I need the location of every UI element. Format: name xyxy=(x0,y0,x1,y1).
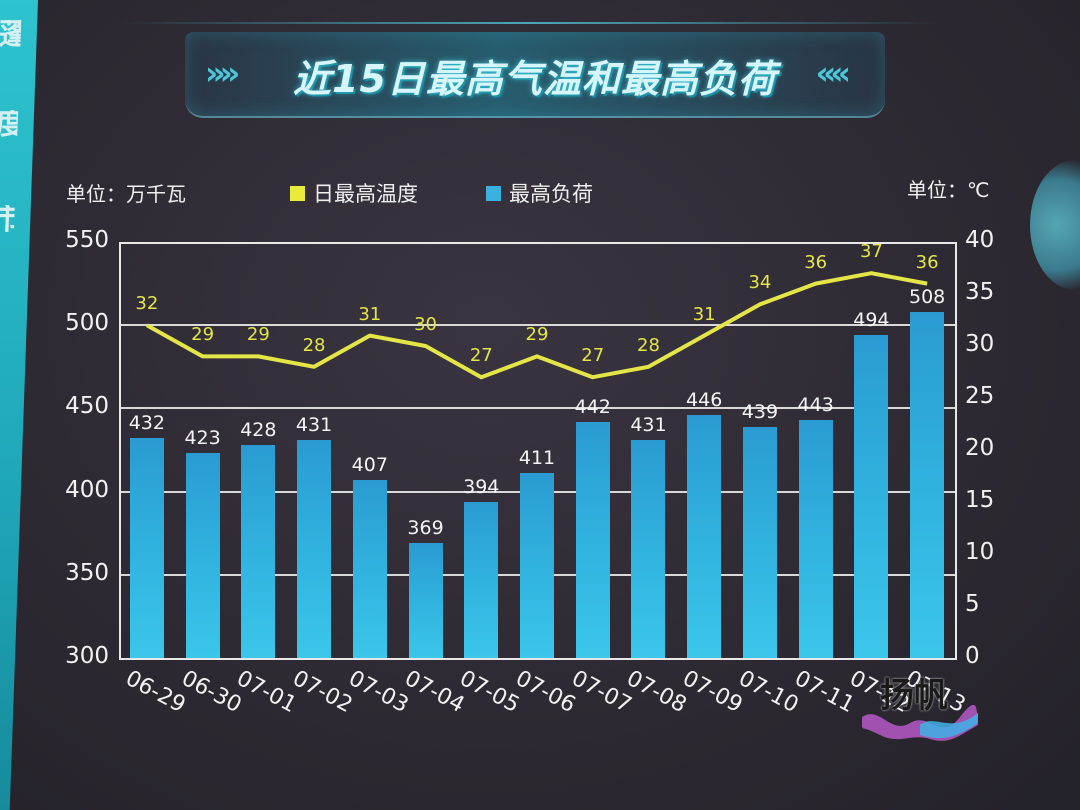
bar[interactable] xyxy=(854,335,889,658)
right-axis-tick: 0 xyxy=(965,643,980,669)
right-axis-tick: 10 xyxy=(965,539,995,565)
x-axis-label: 07-10 xyxy=(734,666,803,719)
bottom-axis-line xyxy=(119,658,957,660)
right-axis-tick: 15 xyxy=(965,487,995,513)
bar[interactable] xyxy=(185,453,220,658)
temperature-value-label: 29 xyxy=(246,324,270,346)
watermark-wave-icon xyxy=(862,705,978,741)
temperature-value-label: 37 xyxy=(859,241,883,263)
side-text-char: 市 xyxy=(0,205,15,235)
bar[interactable] xyxy=(241,445,276,658)
left-axis-tick: 350 xyxy=(65,559,109,586)
chart-title: 近15日最高气温和最高负荷 xyxy=(293,57,777,101)
temperature-value-label: 34 xyxy=(748,272,772,294)
bar[interactable] xyxy=(798,420,833,658)
legend-label: 日最高温度 xyxy=(313,182,418,206)
left-axis-tick: 400 xyxy=(65,476,109,503)
title-banner: »» 近15日最高气温和最高负荷 «« xyxy=(185,32,885,118)
bar-value-label: 428 xyxy=(240,419,277,441)
x-axis-label: 07-09 xyxy=(678,666,747,719)
temperature-value-label: 28 xyxy=(302,334,326,356)
right-axis-line xyxy=(955,242,957,658)
bar-value-label: 407 xyxy=(351,453,388,476)
left-axis-unit: 单位：万千瓦 xyxy=(66,182,186,206)
decorative-orb xyxy=(1030,160,1080,290)
x-axis-label: 07-04 xyxy=(399,666,468,719)
left-axis-tick: 450 xyxy=(65,393,109,420)
bar[interactable] xyxy=(910,311,945,658)
right-axis-tick: 20 xyxy=(965,435,995,461)
bar[interactable] xyxy=(129,438,164,658)
side-text-char: 度 xyxy=(0,110,19,140)
x-axis-label: 07-07 xyxy=(566,666,636,719)
side-text-char: 蓬 xyxy=(0,20,22,50)
bar[interactable] xyxy=(742,426,777,658)
left-axis-tick: 300 xyxy=(65,643,109,669)
x-axis-label: 07-06 xyxy=(511,666,580,719)
right-axis-tick: 40 xyxy=(965,227,995,253)
bar-value-label: 431 xyxy=(295,414,333,437)
left-axis-tick: 550 xyxy=(65,227,109,253)
temperature-value-label: 29 xyxy=(525,324,549,346)
top-axis-line xyxy=(119,242,955,244)
temperature-value-label: 30 xyxy=(414,314,437,335)
bar[interactable] xyxy=(575,421,610,658)
x-axis-label: 07-11 xyxy=(789,666,859,719)
x-axis-label: 07-05 xyxy=(455,666,524,719)
legend-item-temperature[interactable]: 日最高温度 xyxy=(290,178,418,208)
temperature-value-label: 31 xyxy=(692,303,716,325)
gridline xyxy=(119,407,955,410)
bar[interactable] xyxy=(352,479,387,658)
temperature-value-label: 28 xyxy=(637,334,660,356)
temperature-value-label: 32 xyxy=(135,293,159,315)
bar[interactable] xyxy=(631,440,666,658)
watermark-text: 扬帆 xyxy=(880,676,948,716)
bar[interactable] xyxy=(464,501,499,658)
temperature-value-label: 36 xyxy=(804,251,828,273)
legend-swatch-yellow xyxy=(290,185,305,201)
bar-value-label: 508 xyxy=(908,285,946,308)
x-axis-label: 07-08 xyxy=(622,666,691,719)
bar[interactable] xyxy=(297,440,332,658)
temperature-value-label: 31 xyxy=(358,303,382,325)
temperature-value-label: 27 xyxy=(469,345,493,367)
bar-value-label: 394 xyxy=(463,475,500,498)
bar-value-label: 369 xyxy=(407,517,444,540)
left-axis-tick: 500 xyxy=(65,310,109,337)
bar-value-label: 431 xyxy=(630,414,667,437)
bar[interactable] xyxy=(408,543,443,658)
bar[interactable] xyxy=(520,473,554,658)
legend-item-load[interactable]: 最高负荷 xyxy=(486,178,593,208)
bar-value-label: 494 xyxy=(853,309,890,332)
bar-value-label: 439 xyxy=(741,400,779,423)
x-axis-label: 06-30 xyxy=(176,666,246,719)
bar[interactable] xyxy=(687,415,722,658)
right-axis-tick: 30 xyxy=(965,331,995,357)
left-axis-line xyxy=(119,242,121,658)
temperature-value-label: 27 xyxy=(581,345,605,367)
title-decor-line xyxy=(120,22,940,24)
x-axis-label: 07-02 xyxy=(288,666,357,719)
right-axis-unit: 单位：℃ xyxy=(907,178,990,202)
bar-value-label: 442 xyxy=(574,395,611,418)
x-axis-label: 06-29 xyxy=(121,666,190,719)
legend-swatch-blue xyxy=(486,185,501,201)
legend-label: 最高负荷 xyxy=(509,182,593,206)
side-panel-strip: 蓬 度 市 xyxy=(0,0,39,810)
temperature-value-label: 36 xyxy=(915,251,939,273)
right-axis-tick: 35 xyxy=(965,279,995,305)
chevron-left-icon: «« xyxy=(815,54,851,92)
temperature-value-label: 29 xyxy=(191,324,215,346)
x-axis-label: 07-01 xyxy=(232,666,301,719)
right-axis-tick: 5 xyxy=(965,591,980,617)
right-axis-tick: 25 xyxy=(965,383,995,409)
bar-value-label: 423 xyxy=(184,427,221,450)
bar-value-label: 432 xyxy=(128,412,165,435)
bar-value-label: 411 xyxy=(518,447,556,470)
bar-value-label: 446 xyxy=(686,389,723,412)
bar-value-label: 443 xyxy=(797,394,834,417)
x-axis-label: 07-03 xyxy=(344,666,413,719)
